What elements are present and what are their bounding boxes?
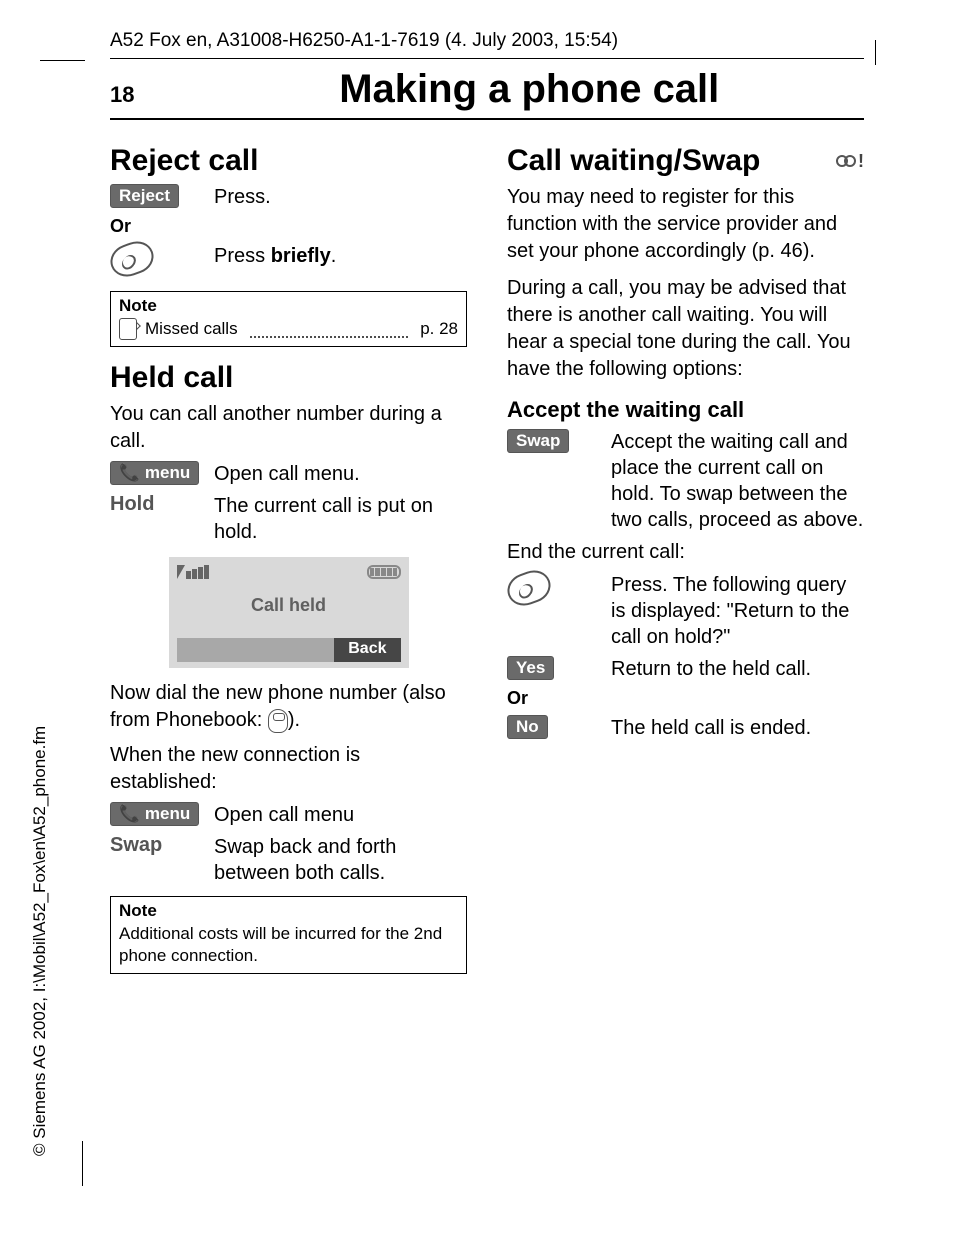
end-current-label: End the current call: <box>507 539 864 566</box>
held-call-heading: Held call <box>110 361 467 395</box>
menu-button-2[interactable]: 📞 menu <box>110 802 199 826</box>
no-button[interactable]: No <box>507 715 548 739</box>
note-box-cost: Note Additional costs will be incurred f… <box>110 896 467 974</box>
hold-text: The current call is put on hold. <box>214 493 467 545</box>
call-waiting-heading: Call waiting/Swap <box>507 144 760 178</box>
reject-instruction: Press. <box>214 184 467 210</box>
missed-calls-text: Missed calls <box>145 319 238 339</box>
no-text: The held call is ended. <box>611 715 864 741</box>
page-number: 18 <box>110 82 134 108</box>
note-cost-body: Additional costs will be incurred for th… <box>111 921 466 973</box>
screen-text: Call held <box>177 595 401 616</box>
right-column: Call waiting/Swap ! You may need to regi… <box>507 138 864 988</box>
hold-key: Hold <box>110 493 154 515</box>
end-press-text: Press. The following query is displayed:… <box>611 572 864 650</box>
phone-screen: Call held Back <box>169 557 409 668</box>
swap-text: Swap back and forth between both calls. <box>214 834 467 886</box>
held-intro: You can call another number during a cal… <box>110 401 467 455</box>
page: A52 Fox en, A31008-H6250-A1-1-7619 (4. J… <box>0 0 954 1018</box>
note-box-missed: Note Missed calls p. 28 <box>110 291 467 347</box>
menu-button[interactable]: 📞 menu <box>110 461 199 485</box>
swap-service-icon: ! <box>836 151 864 172</box>
cw-intro-2: During a call, you may be advised that t… <box>507 275 864 383</box>
dots <box>250 321 409 338</box>
dial-text: Now dial the new phone number (also from… <box>110 680 467 734</box>
or-label-2: Or <box>507 688 864 709</box>
or-label: Or <box>110 216 467 237</box>
swap-key: Swap <box>110 834 162 856</box>
page-title: Making a phone call <box>194 67 864 112</box>
yes-button[interactable]: Yes <box>507 656 554 680</box>
when-text: When the new connection is established: <box>110 742 467 796</box>
left-column: Reject call Reject Press. Or Press brief… <box>110 138 467 988</box>
open-menu-text: Open call menu. <box>214 461 467 487</box>
press-briefly: Press briefly. <box>214 243 467 269</box>
reject-call-heading: Reject call <box>110 144 467 178</box>
reject-button[interactable]: Reject <box>110 184 179 208</box>
copyright-text: © Siemens AG 2002, I:\Mobil\A52_Fox\en\A… <box>30 726 50 1156</box>
cw-intro-1: You may need to register for this functi… <box>507 184 864 265</box>
note-label: Note <box>111 292 466 316</box>
title-row: 18 Making a phone call <box>110 67 864 120</box>
open-menu-text-2: Open call menu <box>214 802 467 828</box>
yes-text: Return to the held call. <box>611 656 864 682</box>
end-key-icon-2 <box>503 565 555 610</box>
swap-button[interactable]: Swap <box>507 429 569 453</box>
end-key-icon <box>106 236 158 281</box>
battery-icon <box>367 565 401 579</box>
signal-icon <box>177 565 215 579</box>
missed-calls-page: p. 28 <box>420 319 458 339</box>
missed-calls-icon <box>119 318 137 340</box>
header-path: A52 Fox en, A31008-H6250-A1-1-7619 (4. J… <box>110 30 864 52</box>
phonebook-icon <box>268 709 288 733</box>
note-label-2: Note <box>111 897 466 921</box>
back-button[interactable]: Back <box>334 638 400 662</box>
swap-accept-text: Accept the waiting call and place the cu… <box>611 429 864 533</box>
accept-heading: Accept the waiting call <box>507 397 864 423</box>
